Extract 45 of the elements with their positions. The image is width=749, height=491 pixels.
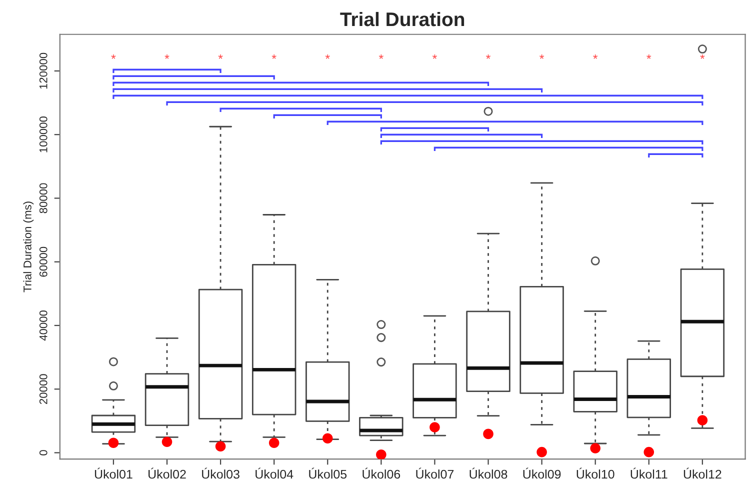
y-tick-label: 0 — [39, 450, 48, 456]
point — [215, 441, 226, 452]
point — [162, 436, 172, 448]
x-tick-label: Úkol06 — [362, 468, 400, 479]
x-tick-label: Úkol05 — [309, 468, 347, 479]
annotation: * — [218, 54, 223, 59]
y-tick-label: 40000 — [39, 310, 48, 341]
y-tick-label: 100000 — [39, 116, 48, 152]
y-axis-title: Trial Duration (ms) — [23, 202, 34, 292]
annotation: * — [378, 54, 384, 59]
point — [430, 422, 440, 432]
annotation: * — [325, 54, 330, 59]
point — [697, 415, 708, 426]
annotation: * — [486, 54, 490, 59]
chart-title: Trial Duration — [340, 12, 464, 26]
annotation: * — [111, 54, 116, 59]
annotation: * — [700, 54, 705, 59]
point — [483, 428, 494, 440]
annotation: * — [593, 54, 598, 59]
x-tick-label: Úkol11 — [630, 468, 668, 479]
x-tick-label: Úkol09 — [523, 468, 561, 479]
x-tick-label: Úkol10 — [576, 468, 614, 479]
x-tick-label: Úkol12 — [684, 468, 722, 479]
annotation: * — [646, 54, 652, 59]
y-tick-label: 80000 — [39, 183, 48, 214]
point — [108, 438, 119, 448]
y-tick-label: 60000 — [39, 246, 48, 277]
x-tick-label: Úkol08 — [470, 468, 508, 479]
x-tick-label: Úkol04 — [256, 468, 294, 479]
point — [590, 443, 600, 454]
x-tick-label: Úkol07 — [416, 468, 454, 479]
x-tick-label: Úkol02 — [148, 468, 186, 479]
annotation: * — [164, 54, 170, 59]
point — [376, 449, 386, 460]
annotation: * — [540, 54, 544, 59]
point — [644, 446, 654, 458]
x-tick-label: Úkol03 — [202, 468, 240, 479]
point — [322, 433, 333, 444]
point — [268, 438, 280, 448]
y-tick-label: 20000 — [39, 374, 48, 404]
point — [536, 446, 547, 458]
annotation: * — [432, 54, 437, 59]
y-tick-label: 120000 — [39, 52, 48, 89]
x-tick-label: Úkol01 — [94, 468, 132, 479]
annotation: * — [272, 54, 276, 59]
